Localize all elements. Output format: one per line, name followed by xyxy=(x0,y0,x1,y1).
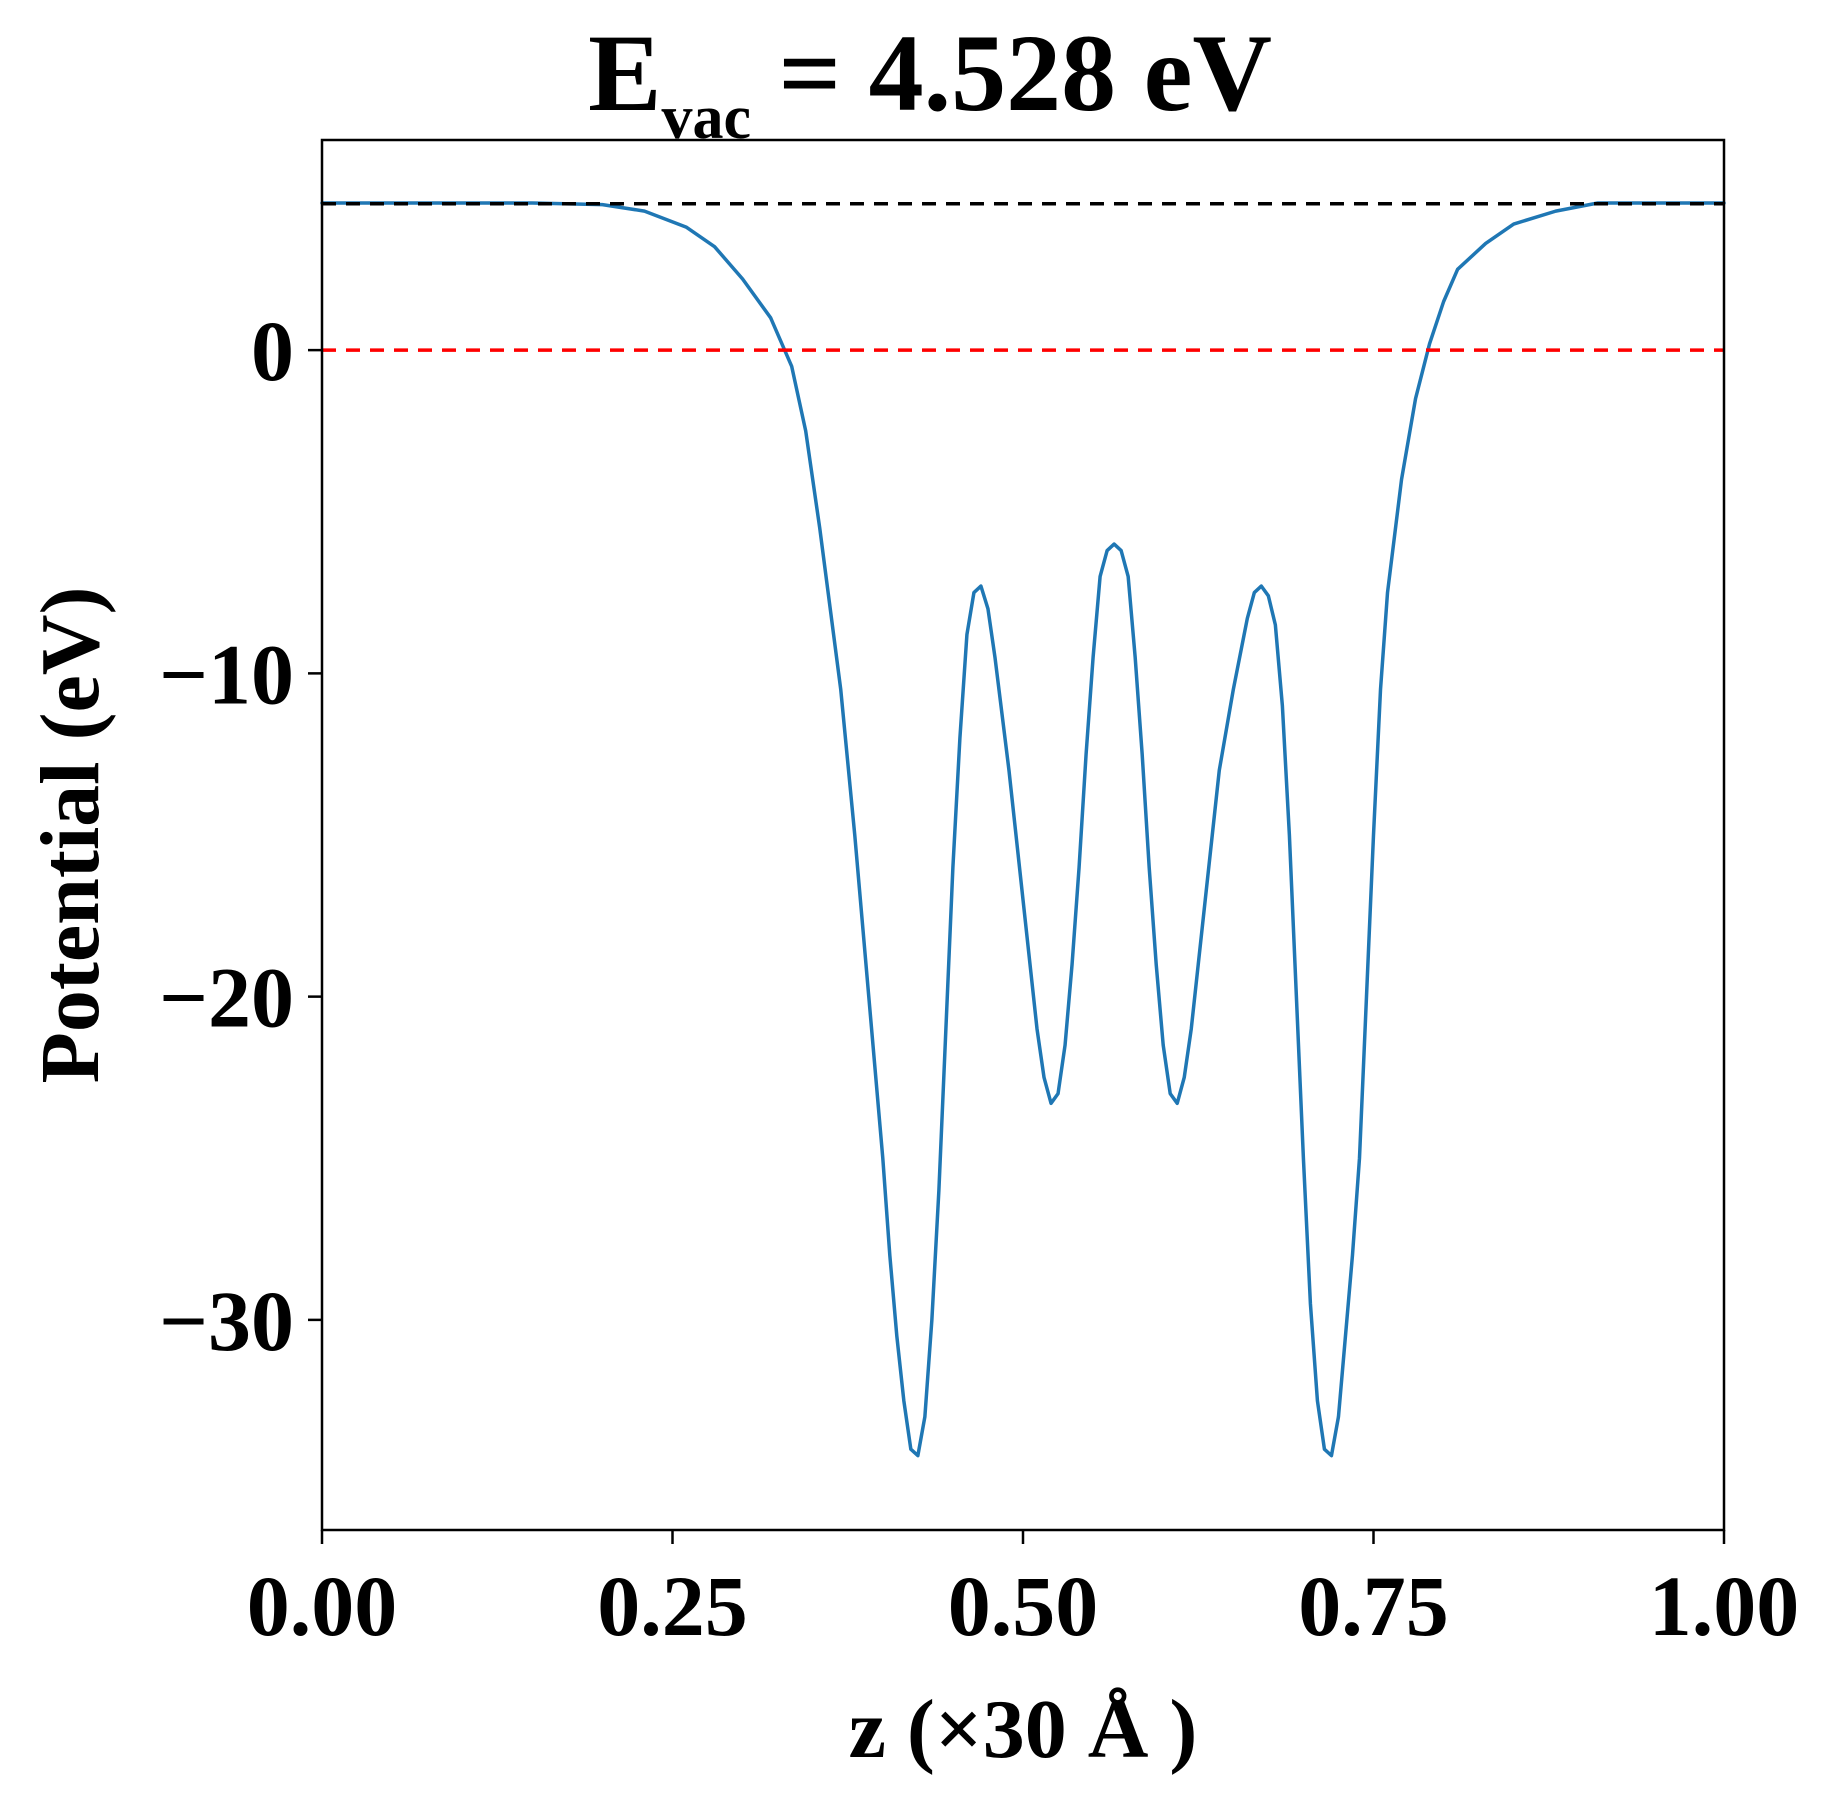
plot-area: 0.00 0.25 0.50 0.75 1.00 0 −10 −20 −30 xyxy=(159,138,1800,1654)
x-axis-ticks: 0.00 0.25 0.50 0.75 1.00 xyxy=(247,1530,1800,1654)
x-tick-label: 1.00 xyxy=(1649,1558,1800,1654)
chart-title: Evac = 4.528 eV xyxy=(588,12,1272,152)
y-tick-label: −20 xyxy=(159,950,294,1046)
y-tick-label: −10 xyxy=(159,626,294,722)
x-tick-label: 0.75 xyxy=(1298,1558,1449,1654)
chart-title-subscript: vac xyxy=(661,84,751,152)
y-tick-label: 0 xyxy=(251,303,294,399)
chart-title-rest: = 4.528 eV xyxy=(751,12,1272,134)
y-axis-ticks: 0 −10 −20 −30 xyxy=(159,303,322,1369)
y-axis-label: Potential (eV) xyxy=(24,587,117,1084)
x-axis-label: z (×30 Å ) xyxy=(849,1683,1198,1776)
x-tick-label: 0.50 xyxy=(948,1558,1099,1654)
y-tick-label: −30 xyxy=(159,1273,294,1369)
x-tick-label: 0.00 xyxy=(247,1558,398,1654)
chart-title-main: E xyxy=(588,12,661,134)
potential-curve xyxy=(320,201,1726,1458)
series-layer xyxy=(320,201,1726,1458)
x-tick-label: 0.25 xyxy=(597,1558,748,1654)
